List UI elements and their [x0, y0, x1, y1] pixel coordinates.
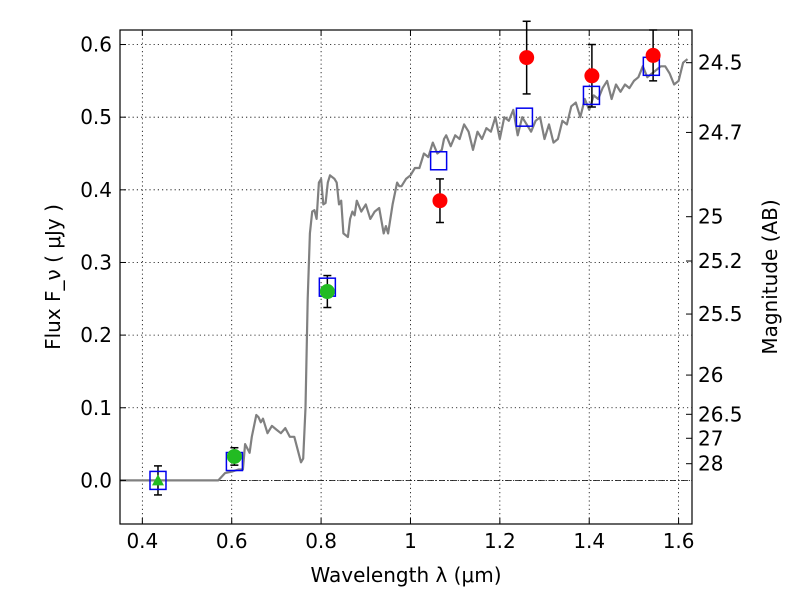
observed-point [319, 284, 335, 300]
model-photometry-square [582, 85, 601, 106]
magnitude-tick-label: 26.5 [698, 402, 743, 426]
marks-layer [120, 20, 689, 496]
upper-limit-triangle [151, 474, 164, 486]
magnitude-tick-label: 26 [698, 363, 723, 387]
observed-point [584, 68, 600, 84]
y-tick-label: 0.6 [80, 33, 112, 57]
x-tick-label: 1.4 [573, 529, 605, 553]
ticks-layer: 0.4 0.6 0.8 1 1.2 1.4 1.6 0.0 0.1 0.2 0.3 0.4 0.5 0.6… [80, 30, 743, 553]
magnitude-tick-label: 24.5 [698, 51, 743, 75]
y-tick-label: 0.4 [80, 178, 112, 202]
y-tick-label: 0.0 [80, 468, 112, 492]
magnitude-tick-label: 28 [698, 452, 723, 476]
x-tick-label: 1.2 [484, 529, 516, 553]
plot-frame [119, 29, 693, 525]
x-tick-label: 0.6 [216, 529, 248, 553]
model-sed-line [120, 58, 689, 482]
magnitude-tick-label: 25.5 [698, 302, 743, 326]
observed-point [519, 50, 535, 66]
x-tick-label: 1.6 [663, 529, 695, 553]
y-tick-label: 0.1 [80, 396, 112, 420]
x-tick-label: 0.8 [305, 529, 337, 553]
y-tick-label: 0.5 [80, 105, 112, 129]
y-tick-label: 0.2 [80, 323, 112, 347]
magnitude-tick-label: 24.7 [698, 120, 743, 144]
y-axis-label: Flux F_ν ( μJy ) [41, 204, 65, 350]
y-tick-label: 0.3 [80, 250, 112, 274]
magnitude-tick-label: 25.2 [698, 249, 743, 273]
x-axis-label: Wavelength λ (μm) [310, 563, 501, 587]
model-photometry-square [515, 107, 534, 127]
y2-axis-label: Magnitude (AB) [758, 199, 782, 354]
magnitude-tick-label: 25 [698, 205, 723, 229]
model-photometry-square [149, 470, 167, 491]
x-tick-label: 0.4 [126, 529, 158, 553]
observed-point [645, 47, 661, 63]
x-tick-label: 1 [404, 529, 417, 553]
observed-point [432, 193, 448, 209]
model-photometry-square [429, 151, 448, 171]
grid-layer [120, 30, 692, 524]
magnitude-tick-label: 27 [698, 426, 723, 450]
observed-point [226, 448, 242, 464]
